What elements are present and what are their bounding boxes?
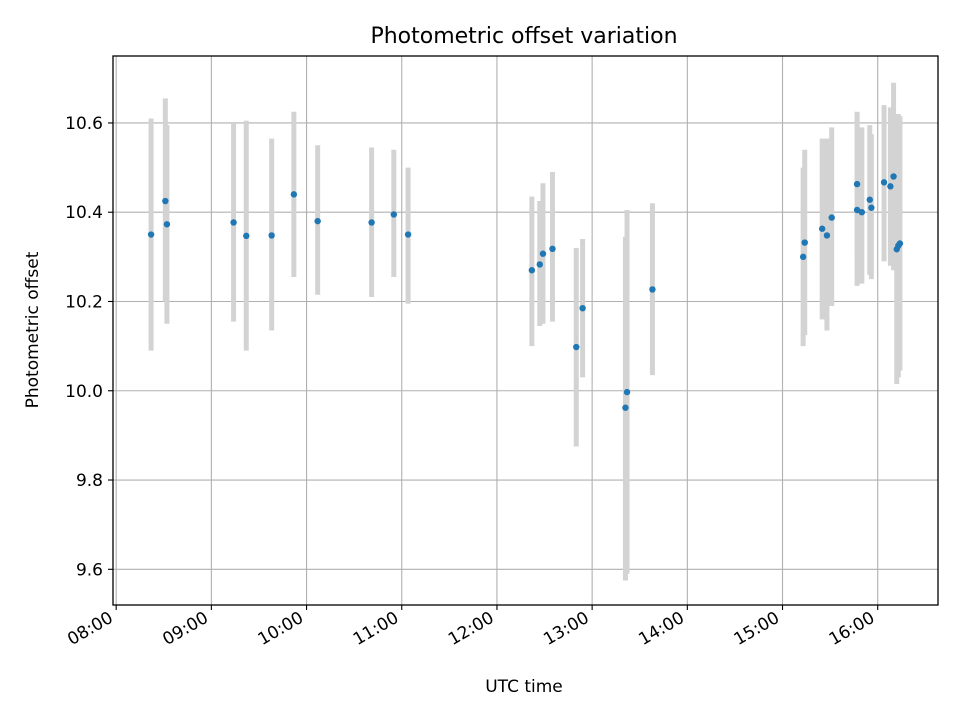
data-point: [290, 191, 298, 198]
y-axis-label: Photometric offset: [23, 251, 43, 408]
data-point: [579, 304, 586, 312]
data-point: [390, 211, 398, 218]
data-point: [314, 217, 321, 225]
data-point: [162, 197, 169, 205]
y-tick-label: 9.8: [76, 471, 103, 491]
data-points: [147, 173, 904, 411]
data-point: [818, 225, 826, 232]
data-point: [539, 250, 547, 257]
data-point: [858, 209, 866, 216]
y-tick-label: 9.6: [76, 560, 103, 580]
data-point: [147, 231, 155, 238]
plot-frame: [112, 55, 939, 606]
data-point: [853, 180, 861, 188]
chart-title: Photometric offset variation: [370, 24, 677, 49]
y-tick-label: 10.2: [65, 292, 103, 312]
data-point: [368, 219, 375, 226]
data-point: [823, 232, 831, 239]
y-tick-label: 10.4: [65, 203, 103, 223]
data-point: [573, 343, 580, 351]
data-point: [243, 232, 250, 240]
data-point: [163, 221, 171, 228]
x-axis-label: UTC time: [485, 677, 563, 697]
grid-lines: [113, 56, 938, 605]
data-point: [853, 206, 861, 214]
data-point: [230, 219, 237, 226]
data-point: [649, 286, 656, 293]
data-point: [268, 232, 275, 239]
data-point: [528, 267, 536, 274]
data-point: [880, 179, 888, 186]
y-ticks: 9.6 9.8 10.0 10.2 10.4 10.6: [65, 114, 113, 580]
data-point: [549, 245, 556, 253]
data-point: [801, 239, 808, 246]
data-point: [799, 253, 807, 261]
y-tick-label: 10.6: [65, 114, 103, 134]
data-point: [536, 261, 543, 268]
y-tick-label: 10.0: [65, 382, 103, 402]
data-point: [404, 231, 412, 238]
data-point: [896, 240, 904, 247]
data-point: [868, 204, 875, 211]
data-point: [828, 214, 835, 221]
data-point: [623, 388, 631, 396]
data-point: [622, 404, 629, 411]
data-point: [866, 196, 873, 203]
data-point: [890, 173, 897, 180]
data-point: [887, 183, 894, 190]
